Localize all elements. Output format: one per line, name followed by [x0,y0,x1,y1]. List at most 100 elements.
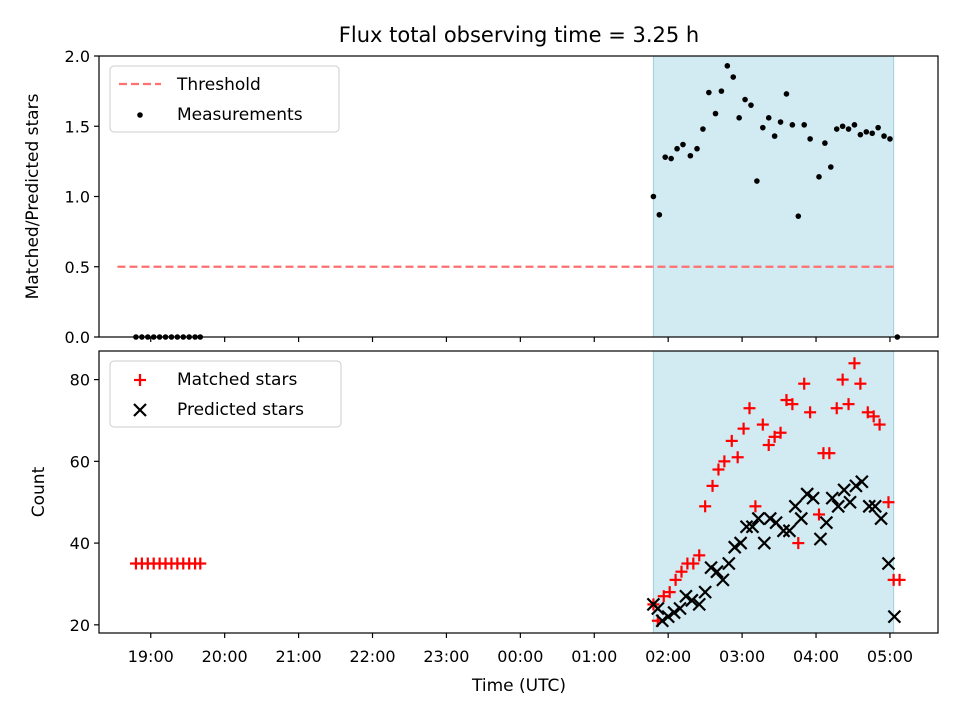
x-tick-label: 00:00 [497,647,543,666]
predicted-star-point [704,560,718,575]
marker-stroke [849,479,863,493]
measurement-point [748,102,754,108]
marker-stroke [874,511,888,526]
predicted-star-point [819,515,834,530]
predicted-star-point [825,491,840,505]
measurement-point [724,63,731,69]
marker-stroke [769,515,783,530]
predicted-star-point [794,511,809,526]
marker-stroke [679,589,693,603]
matched-star-point [737,422,750,435]
measurement-point [777,119,784,125]
measurement-point [807,136,813,142]
predicted-star-point [667,605,681,620]
marker-stroke [698,585,712,599]
predicted-star-point [739,519,754,534]
predicted-star-point [887,609,902,624]
top-y-axis-label: Matched/Predicted stars [23,93,43,299]
marker-stroke [887,609,902,624]
matched-star-point [830,402,843,415]
marker-stroke [800,487,814,501]
chart-title: Flux total observing time = 3.25 h [339,23,699,47]
bottom-legend: Matched stars Predicted stars [109,360,342,428]
x-tick-label: 05:00 [867,647,913,666]
y-tick-label: 2.0 [65,47,90,66]
measurement-point [662,154,669,160]
predicted-star-point [757,536,772,550]
matched-star-point [842,398,855,411]
bottom-shaded-interval [652,350,895,634]
matched-star-point [823,447,836,460]
bottom-legend-box [109,360,342,428]
marker-stroke [881,556,896,571]
measurement-point [833,126,840,132]
matched-star-point [893,573,906,586]
measurement-point [700,126,706,132]
measurement-point [742,96,748,103]
predicted-star-point [733,536,748,550]
marker-stroke [837,483,851,497]
measurement-point [869,130,876,137]
x-tick-label: 23:00 [423,647,469,666]
marker-stroke [831,499,845,514]
predicted-star-point [710,564,724,579]
matched-star-point [848,357,861,370]
marker-stroke [794,511,809,526]
measurement-point [875,124,881,131]
y-tick-label: 1.0 [65,188,90,207]
measurement-point [668,155,674,162]
measurement-point [694,145,700,152]
matched-star-point [718,455,731,468]
marker-stroke [692,597,707,612]
matched-star-point [873,418,886,431]
x-tick-label: 22:00 [349,647,395,666]
legend-matched-swatch [134,374,146,386]
measurement-point [795,213,802,219]
x-axis-label: Time (UTC) [471,676,566,696]
predicted-star-point [751,511,766,526]
marker-stroke [685,593,699,608]
measurement-point [718,88,725,94]
marker-stroke [667,605,681,620]
matched-star-point [756,418,769,431]
top-shaded-interval [652,55,895,338]
matched-star-point [792,537,805,550]
measurement-point [650,193,657,200]
top-axes-frame [98,55,939,338]
marker-stroke [776,524,791,538]
matched-star-point [798,377,811,390]
matched-star-point [693,549,706,562]
measurement-point [765,115,772,121]
matched-star-point [867,410,880,423]
x-tick-label: 03:00 [719,647,765,666]
measurement-point [863,129,870,135]
marker-stroke [655,613,670,628]
x-tick-label: 01:00 [571,647,617,666]
matched-star-point [836,373,849,386]
measurement-point [736,115,742,121]
matched-star-point [786,398,799,411]
marker-stroke [722,556,736,571]
matched-star-point [749,500,762,513]
measurement-point [816,174,822,180]
matched-star-point [854,377,867,390]
measurement-point [783,91,790,97]
matched-star-point [743,402,756,415]
matched-star-point [706,479,719,492]
marker-stroke [813,532,828,546]
predicted-star-point [806,491,820,505]
predicted-star-point [849,479,863,493]
marker-stroke [763,511,777,526]
matched-star-point [774,426,787,439]
predicted-star-point [837,483,851,497]
predicted-star-point [874,511,888,526]
predicted-star-point [782,524,797,538]
predicted-star-point [679,589,693,603]
predicted-star-point [716,573,730,587]
measurement-point [754,178,760,184]
predicted-star-point [698,585,712,599]
predicted-star-point [776,524,791,538]
y-tick-label: 1.5 [65,117,90,136]
marker-stroke [751,511,766,526]
